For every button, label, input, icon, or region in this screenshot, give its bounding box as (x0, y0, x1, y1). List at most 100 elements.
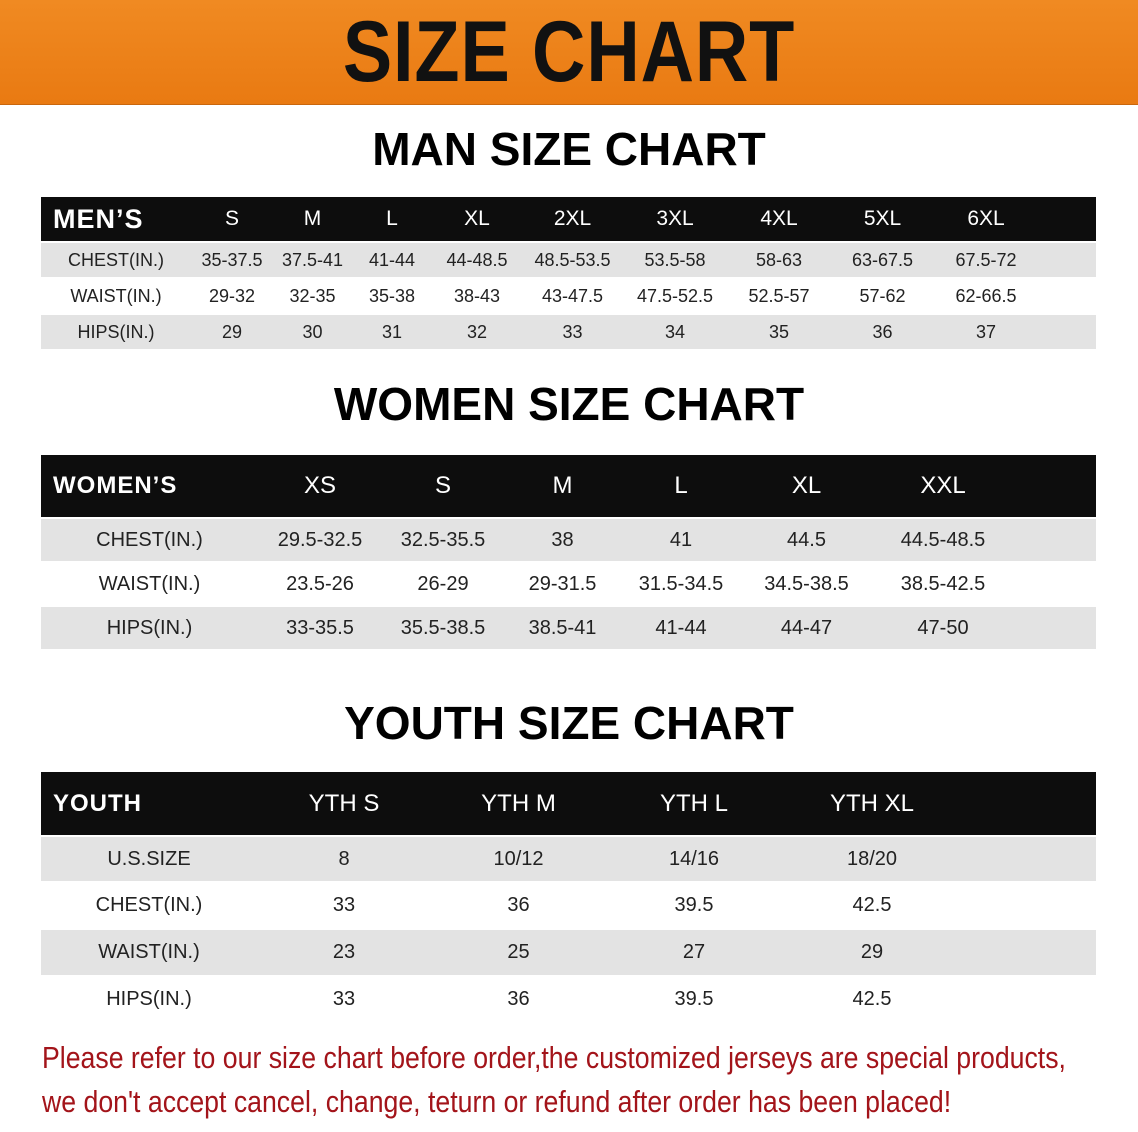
table-cell: 36 (872, 321, 893, 342)
table-row: WAIST(IN.) 23 25 27 29 (41, 930, 1096, 975)
table-cell: 39.5 (674, 894, 714, 916)
size-column-header: YTH L (659, 789, 728, 817)
table-cell: 32.5-35.5 (400, 528, 486, 551)
table-cell: 58-63 (755, 249, 803, 270)
table-cell: 44-47 (780, 616, 833, 639)
table-cell: 35.5-38.5 (400, 616, 486, 639)
table-cell: 38-43 (453, 285, 501, 306)
table-cell: 41 (669, 528, 693, 551)
table-cell: 31.5-34.5 (638, 572, 724, 595)
table-cell: 29 (860, 941, 884, 963)
table-cell: 63-67.5 (851, 249, 914, 270)
size-column-header: XS (303, 472, 336, 499)
size-column-header: L (674, 472, 688, 499)
size-column-header: 2XL (553, 207, 592, 230)
table-row: CHEST(IN.) 29.5-32.5 32.5-35.5 38 41 44.5 44.5… (41, 519, 1096, 561)
measurement-label: HIPS(IN.) (77, 321, 155, 342)
table-row: HIPS(IN.) 29 30 31 32 33 34 35 36 37 (41, 315, 1096, 349)
order-notice-line-1: Please refer to our size chart before or… (42, 1040, 1066, 1075)
table-cell: 37 (975, 321, 997, 342)
table-cell: 38.5-42.5 (900, 572, 986, 595)
table-row: WAIST(IN.) 23.5-26 26-29 29-31.5 31.5-34.5 34… (41, 563, 1096, 605)
table-cell: 10/12 (493, 847, 544, 870)
size-column-header: 4XL (760, 207, 798, 230)
table-cell: 29.5-32.5 (277, 528, 363, 551)
table-cell: 18/20 (846, 847, 898, 870)
size-column-header: YTH XL (829, 789, 915, 817)
measurement-label: HIPS(IN.) (106, 616, 193, 639)
order-notice: Please refer to our size chart before or… (42, 1036, 1066, 1124)
table-cell: 41-44 (655, 616, 707, 639)
table-cell: 53.5-58 (644, 249, 706, 270)
men-section-title: MAN SIZE CHART (372, 123, 766, 175)
table-cell: 32-35 (289, 285, 336, 306)
men-size-table: MEN’S S M L XL 2XL 3XL 4XL 5XL 6XL CHEST(IN.) 35-37… (41, 197, 1096, 349)
size-column-header: M (552, 472, 573, 499)
table-cell: 44-48.5 (446, 249, 508, 270)
table-cell: 35-38 (368, 285, 416, 306)
table-cell: 38 (551, 528, 574, 551)
size-column-header: XXL (920, 472, 966, 499)
women-header-row: WOMEN’S XS S M L XL XXL (41, 455, 1096, 517)
table-corner-label: MEN’S (53, 203, 144, 234)
table-cell: 33-35.5 (286, 616, 354, 639)
measurement-label: CHEST(IN.) (96, 528, 203, 551)
size-column-header: XL (791, 472, 822, 499)
table-cell: 36 (507, 988, 530, 1010)
table-row: CHEST(IN.) 33 36 39.5 42.5 (41, 883, 1096, 928)
measurement-label: WAIST(IN.) (98, 941, 200, 963)
measurement-label: CHEST(IN.) (95, 894, 203, 916)
table-corner-label: WOMEN’S (53, 472, 178, 499)
youth-size-table: YOUTH YTH S YTH M YTH L YTH XL U.S.SIZE 8 10/12… (41, 772, 1096, 1022)
table-cell: 34.5-38.5 (764, 572, 849, 595)
women-section-title: WOMEN SIZE CHART (333, 378, 805, 430)
youth-header-row: YOUTH YTH S YTH M YTH L YTH XL (41, 772, 1096, 835)
table-corner-label: YOUTH (53, 789, 142, 817)
table-cell: 27 (682, 941, 706, 963)
table-cell: 14/16 (668, 847, 720, 870)
size-column-header: 5XL (863, 207, 902, 230)
table-cell: 62-66.5 (955, 285, 1017, 306)
men-header-row: MEN’S S M L XL 2XL 3XL 4XL 5XL 6XL (41, 197, 1096, 241)
table-cell: 47.5-52.5 (636, 285, 714, 306)
table-cell: 52.5-57 (748, 285, 810, 306)
table-cell: 26-29 (417, 572, 469, 595)
table-cell: 67.5-72 (955, 249, 1017, 270)
table-row: HIPS(IN.) 33-35.5 35.5-38.5 38.5-41 41-44 44-… (41, 607, 1096, 649)
table-cell: 44.5-48.5 (900, 528, 986, 551)
size-column-header: L (386, 207, 398, 230)
table-cell: 23 (332, 941, 356, 963)
table-cell: 41-44 (368, 249, 416, 270)
order-notice-line-2: we don't accept cancel, change, teturn o… (42, 1084, 952, 1119)
table-row: U.S.SIZE 8 10/12 14/16 18/20 (41, 837, 1096, 881)
table-cell: 29-31.5 (528, 572, 597, 595)
table-cell: 57-62 (859, 285, 906, 306)
table-cell: 34 (664, 321, 686, 342)
banner-title: SIZE CHART (342, 3, 796, 100)
table-cell: 42.5 (852, 894, 892, 916)
table-cell: 30 (302, 321, 323, 342)
measurement-label: WAIST(IN.) (70, 285, 162, 306)
size-column-header: YTH S (308, 789, 380, 817)
size-column-header: YTH M (481, 789, 556, 817)
size-column-header: 3XL (656, 207, 694, 230)
table-cell: 33 (332, 894, 356, 916)
table-cell: 25 (507, 941, 530, 963)
table-cell: 33 (332, 988, 356, 1010)
table-cell: 31 (381, 321, 403, 342)
size-column-header: S (224, 207, 239, 230)
measurement-label: HIPS(IN.) (106, 988, 192, 1010)
table-cell: 8 (338, 847, 350, 870)
table-row: HIPS(IN.) 33 36 39.5 42.5 (41, 977, 1096, 1022)
table-cell: 33 (562, 321, 583, 342)
measurement-label: CHEST(IN.) (68, 249, 164, 270)
table-cell: 35 (768, 321, 790, 342)
youth-section-title: YOUTH SIZE CHART (344, 697, 794, 749)
size-column-header: 6XL (967, 207, 1005, 230)
measurement-label: WAIST(IN.) (98, 572, 201, 595)
table-cell: 39.5 (674, 988, 714, 1010)
table-row: CHEST(IN.) 35-37.5 37.5-41 41-44 44-48.5 48.5… (41, 243, 1096, 277)
table-cell: 47-50 (917, 616, 969, 639)
table-cell: 43-47.5 (541, 285, 604, 306)
table-cell: 32 (466, 321, 488, 342)
